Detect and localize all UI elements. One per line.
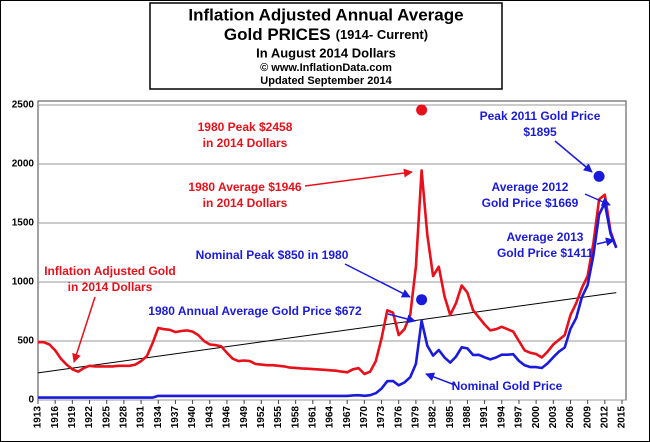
x-tick-label: 1931 <box>136 406 147 429</box>
annotation: in 2014 Dollars <box>68 280 153 294</box>
annotation: Average 2013 <box>507 230 584 244</box>
annotation-arrow <box>72 296 96 363</box>
x-tick-label: 1934 <box>153 406 164 429</box>
x-tick-label: 2015 <box>617 406 628 429</box>
x-tick-label: 1940 <box>187 406 198 429</box>
x-tick-label: 1913 <box>33 406 44 429</box>
x-tick-label: 2009 <box>582 406 593 429</box>
x-tick-label: 1919 <box>67 406 78 429</box>
x-tick-label: 1964 <box>325 406 336 429</box>
peak-dot <box>593 170 605 182</box>
x-tick-label: 1997 <box>514 406 525 429</box>
x-tick-label: 1925 <box>101 406 112 429</box>
x-tick-label: 1952 <box>256 406 267 429</box>
peak-dot <box>416 294 428 306</box>
y-tick-label: 0 <box>28 395 34 406</box>
annotation: Gold Price $1669 <box>482 196 579 210</box>
trend-line <box>37 292 617 374</box>
x-tick-label: 1970 <box>359 406 370 429</box>
annotation: Nominal Gold Price <box>452 379 563 393</box>
annotation-arrow <box>554 140 593 173</box>
x-tick-label: 1949 <box>239 406 250 429</box>
y-tick-label: 2000 <box>12 159 35 170</box>
x-tick-label: 1985 <box>445 406 456 429</box>
annotation: 1980 Annual Average Gold Price $672 <box>148 304 362 318</box>
y-tick-label: 500 <box>17 336 34 347</box>
x-tick-label: 1982 <box>428 406 439 429</box>
subtitle: Updated September 2014 <box>260 75 392 87</box>
chart-title: Inflation Adjusted Annual Average <box>188 5 463 24</box>
annotation: Gold Price $1411 <box>497 246 593 260</box>
x-tick-label: 1958 <box>290 406 301 429</box>
y-tick-label: 1500 <box>12 218 35 229</box>
annotation: 1980 Average $1946 <box>188 180 302 194</box>
x-tick-label: 1916 <box>50 406 61 429</box>
peak-dot <box>416 104 428 116</box>
x-tick-label: 1961 <box>307 406 318 429</box>
annotation: Peak 2011 Gold Price <box>480 109 601 123</box>
x-tick-label: 1955 <box>273 406 284 429</box>
chart-title-2: Gold PRICES (1914- Current) <box>224 25 428 44</box>
subtitle: In August 2014 Dollars <box>256 45 396 60</box>
annotation: $1895 <box>523 125 557 139</box>
x-tick-label: 1991 <box>479 406 490 429</box>
annotation: Inflation Adjusted Gold <box>44 264 176 278</box>
annotation: in 2014 Dollars <box>203 196 288 210</box>
annotation: Nominal Peak $850 in 1980 <box>196 248 349 262</box>
x-tick-label: 1994 <box>496 406 507 429</box>
subtitle: © www.InflationData.com <box>260 62 392 74</box>
y-tick-label: 1000 <box>12 277 35 288</box>
series-line <box>38 201 618 399</box>
annotation-arrow <box>304 168 413 187</box>
x-tick-label: 1976 <box>393 406 404 429</box>
title-2: Gold PRICES <box>224 25 331 44</box>
series-line <box>38 169 618 376</box>
annotation-arrow <box>387 313 416 324</box>
title-box <box>149 2 503 90</box>
x-tick-label: 1937 <box>170 406 181 429</box>
x-tick-label: 1973 <box>376 406 387 429</box>
x-tick-label: 1943 <box>204 406 215 429</box>
y-tick-label: 2500 <box>12 100 35 111</box>
x-tick-label: 1922 <box>84 406 95 429</box>
annotation-arrow <box>344 263 411 298</box>
annotation-arrow <box>425 372 456 386</box>
x-tick-label: 1988 <box>462 406 473 429</box>
x-tick-label: 2003 <box>548 406 559 429</box>
x-tick-label: 1928 <box>119 406 130 429</box>
annotation-arrow <box>596 237 615 247</box>
annotation: in 2014 Dollars <box>203 136 288 150</box>
x-tick-label: 2006 <box>565 406 576 429</box>
x-tick-label: 1979 <box>411 406 422 429</box>
x-tick-label: 2012 <box>599 406 610 429</box>
x-tick-label: 1946 <box>222 406 233 429</box>
x-tick-label: 1967 <box>342 406 353 429</box>
annotation-arrow <box>584 193 611 206</box>
annotation: Average 2012 <box>492 180 569 194</box>
title-2-note: (1914- Current) <box>336 27 428 42</box>
annotation: 1980 Peak $2458 <box>198 120 293 134</box>
x-tick-label: 2000 <box>531 406 542 429</box>
